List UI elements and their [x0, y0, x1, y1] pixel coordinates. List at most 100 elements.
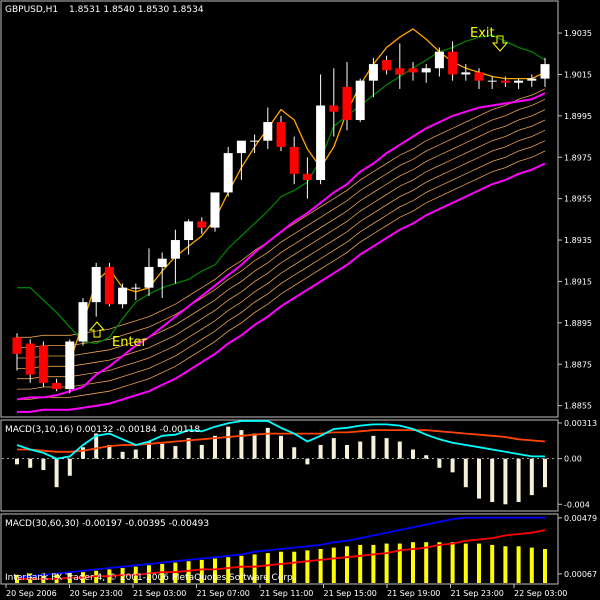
- time-tick-label: 20 Sep 23:00: [70, 589, 123, 598]
- candle-body: [421, 68, 431, 73]
- candle-body: [342, 86, 352, 120]
- macd2-histogram-bar: [160, 563, 165, 583]
- macd1-histogram-bar: [15, 458, 19, 465]
- macd2-histogram-bar: [279, 551, 283, 583]
- macd1-histogram-bar: [213, 435, 217, 459]
- macd1-histogram-bar: [226, 426, 231, 459]
- macd2-label: MACD(30,60,30) -0.00197 -0.00395 -0.0049…: [5, 519, 209, 529]
- ma-magenta-line: [16, 92, 546, 401]
- macd2-plot: [15, 516, 547, 583]
- macd2-histogram-bar: [397, 543, 402, 583]
- macd1-histogram-bar: [94, 433, 99, 459]
- candle-body: [500, 80, 510, 83]
- candle-body: [514, 80, 524, 83]
- candle-body: [131, 287, 141, 289]
- macd2-histogram-bar: [384, 543, 389, 583]
- candle-body: [104, 266, 114, 305]
- candle-body: [91, 266, 101, 303]
- candle-body: [52, 382, 62, 390]
- main-price-plot: [12, 28, 550, 413]
- price-tick-label: 1.8935: [564, 236, 592, 245]
- macd1-histogram-bar: [411, 449, 415, 459]
- macd1-label: MACD(3,10,16) 0.00132 -0.00184 -0.00118: [5, 425, 200, 435]
- macd1-histogram-bar: [147, 441, 151, 459]
- candle-body: [118, 287, 128, 305]
- copyright-watermark: Interbank FX Trader 4, © 2001-2006 MetaQ…: [5, 573, 296, 583]
- down-arrow-icon: [491, 35, 509, 52]
- time-tick-label: 21 Sep 11:00: [260, 589, 313, 598]
- macd2-histogram-bar: [213, 558, 217, 583]
- macd1-histogram-bar: [279, 435, 283, 459]
- candle-body: [302, 173, 312, 181]
- candle-body: [448, 51, 458, 75]
- macd2-histogram-bar: [450, 542, 455, 583]
- time-tick-label: 20 Sep 2006: [6, 589, 57, 598]
- macd1-histogram-bar: [397, 441, 402, 459]
- macd1-histogram-bar: [120, 451, 125, 459]
- time-tick-label: 21 Sep 07:00: [197, 589, 250, 598]
- price-tick-label: 1.9035: [564, 29, 592, 38]
- enter-label: Enter: [112, 335, 148, 350]
- candle-body: [382, 59, 392, 71]
- macd1-histogram-bar: [331, 438, 336, 459]
- ribbon-line-2: [17, 140, 546, 390]
- macd2-histogram-bar: [186, 561, 191, 583]
- candle-body: [78, 302, 88, 342]
- candle-body: [395, 68, 405, 75]
- macd1-histogram-bar: [490, 458, 495, 503]
- macd1-histogram-bar: [305, 458, 310, 465]
- macd2-histogram-bar: [292, 551, 297, 583]
- macd2-histogram-bar: [358, 544, 363, 583]
- macd2-histogram-bar: [490, 544, 495, 583]
- candle-body: [65, 341, 75, 390]
- macd1-histogram-bar: [133, 449, 138, 459]
- macd2-histogram-bar: [345, 546, 349, 583]
- candle-body: [210, 192, 220, 228]
- candle-body: [157, 258, 167, 267]
- ribbon-line-4: [17, 119, 546, 369]
- macd2-histogram-bar: [265, 553, 270, 583]
- macd2-histogram-bar: [529, 547, 534, 583]
- candle-body: [197, 221, 207, 228]
- price-tick-label: 1.8995: [564, 112, 592, 121]
- candle-body: [368, 64, 378, 81]
- macd1-histogram-bar: [463, 458, 468, 488]
- ribbon-line-6: [17, 98, 546, 349]
- macd2-histogram-bar: [318, 549, 323, 583]
- candle-body: [474, 72, 484, 81]
- macd2-histogram-bar: [503, 546, 508, 583]
- macd1-histogram-bar: [424, 455, 429, 459]
- ma-green-line: [17, 34, 546, 345]
- time-tick-label: 21 Sep 03:00: [133, 589, 186, 598]
- candle-body: [223, 153, 233, 193]
- candle-body: [250, 140, 260, 142]
- macd1-tick-label: -0.004: [564, 500, 590, 509]
- macd1-histogram-bar: [516, 458, 521, 503]
- candle-body: [355, 80, 365, 120]
- macd1-histogram-bar: [318, 444, 323, 459]
- exit-annotation: Exit: [470, 26, 509, 52]
- macd2-tick-label: 0.00479: [564, 514, 597, 523]
- macd1-histogram-bar: [239, 430, 244, 459]
- candle-body: [12, 337, 22, 354]
- macd1-histogram-bar: [529, 458, 534, 496]
- macd2-histogram-bar: [252, 554, 257, 583]
- macd1-histogram-bar: [199, 444, 204, 459]
- macd2-histogram-bar: [516, 546, 521, 583]
- candle-body: [289, 146, 299, 174]
- candle-body: [276, 122, 286, 147]
- candle-body: [144, 266, 154, 288]
- time-tick-label: 21 Sep 19:00: [387, 589, 440, 598]
- macd2-histogram-bar: [199, 559, 204, 583]
- macd2-signal-line: [17, 529, 546, 580]
- candle-body: [434, 51, 444, 69]
- axes: 1.9035 1.9015 1.8995 1.8975 1.8955 1.8935 1.89…: [5, 29, 597, 598]
- macd2-histogram-bar: [239, 555, 244, 583]
- time-tick-label: 21 Sep 15:00: [324, 589, 377, 598]
- candle-body: [184, 221, 194, 241]
- macd1-histogram-bar: [543, 458, 547, 488]
- ma-magenta-slow-line: [17, 162, 546, 413]
- macd2-histogram-bar: [411, 542, 415, 583]
- macd1-histogram-bar: [384, 438, 389, 459]
